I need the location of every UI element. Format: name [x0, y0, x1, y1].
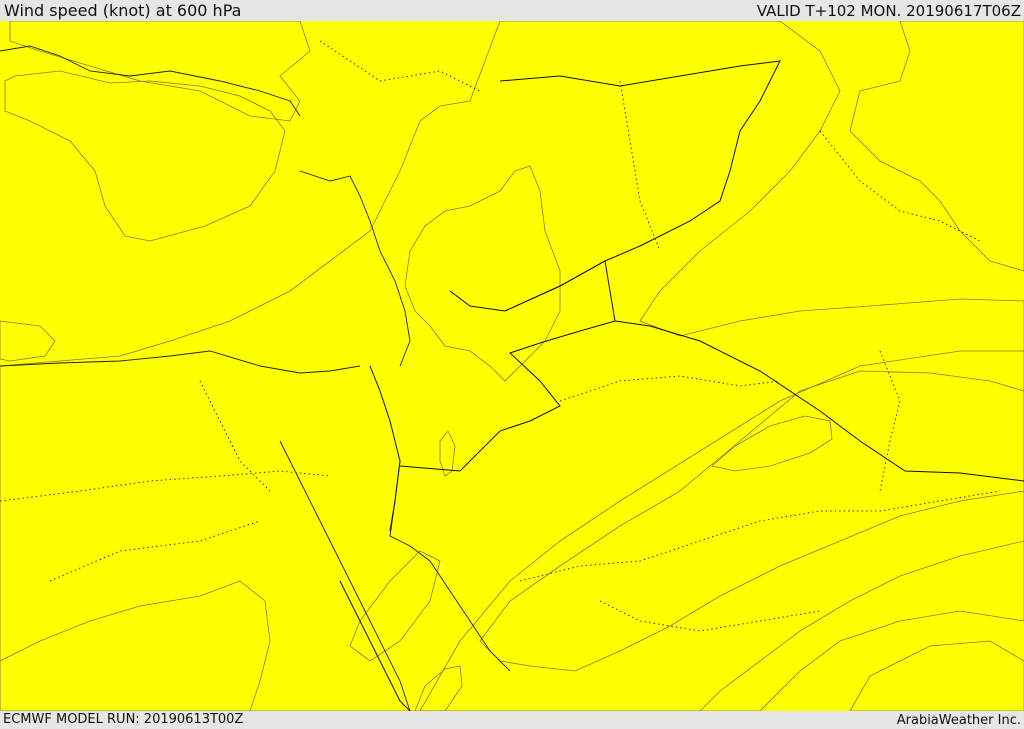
field-yellow-southwest [0, 580, 271, 711]
coastline-redsea-west [279, 440, 411, 711]
border-egypt-sudan [339, 580, 411, 711]
footer-bar: ECMWF MODEL RUN: 20190613T00Z ArabiaWeat… [0, 711, 1024, 729]
model-run-label: ECMWF MODEL RUN: 20190613T00Z [3, 712, 244, 727]
field-gold-west [0, 320, 56, 362]
field-dark-orange [711, 415, 833, 472]
wind-speed-map [0, 21, 1024, 711]
field-amber-spot [439, 430, 456, 477]
map-title: Wind speed (knot) at 600 hPa [4, 1, 242, 20]
field-light-north [9, 21, 311, 122]
valid-time: VALID T+102 MON. 20190617T06Z [756, 2, 1021, 20]
dotted-boundary-8 [319, 40, 481, 92]
coastline-levant [299, 170, 411, 367]
credit-label: ArabiaWeather Inc. [896, 713, 1021, 728]
field-sea-white [4, 70, 286, 242]
dotted-boundary-4 [519, 490, 1001, 582]
border-saudi-iraq [614, 320, 1024, 482]
field-light-northeast [849, 21, 1024, 272]
coastline-turkey [0, 45, 301, 117]
field-light-southeast [849, 640, 1024, 711]
field-yellow [0, 21, 1024, 711]
field-yellow-sinai [349, 550, 441, 662]
border-egypt-israel [369, 365, 401, 532]
field-orange-southwest [414, 665, 463, 711]
dotted-boundary-6 [619, 80, 661, 252]
title-bar: Wind speed (knot) at 600 hPa VALID T+102… [0, 0, 1024, 21]
border-jordan [399, 260, 616, 472]
field-amber-levant [404, 165, 561, 382]
coastline-egypt [0, 350, 361, 374]
field-amber-south [419, 350, 1024, 711]
field-gold [0, 21, 1024, 711]
field-orange [479, 370, 1024, 672]
